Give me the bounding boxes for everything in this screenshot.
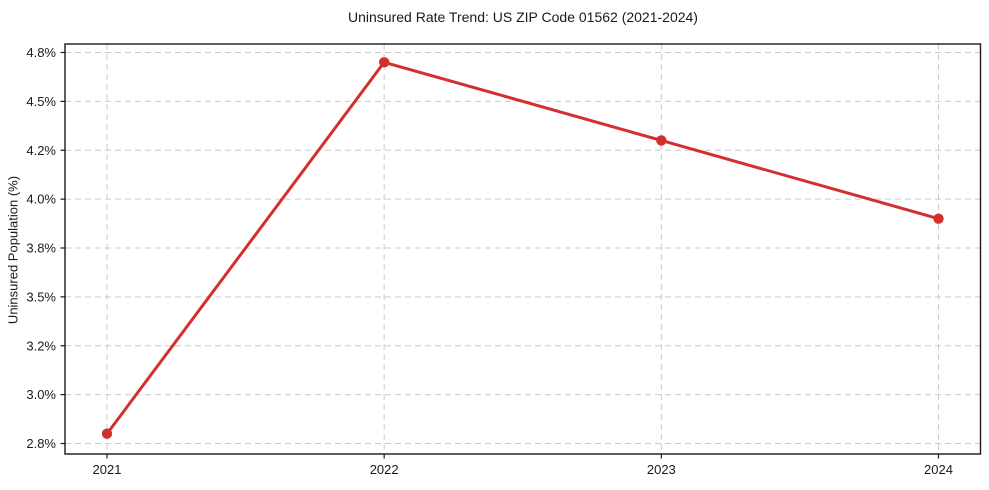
y-tick-label: 3.8% bbox=[26, 241, 56, 256]
x-tick-label: 2023 bbox=[647, 462, 676, 477]
y-tick-label: 3.0% bbox=[26, 387, 56, 402]
trend-line bbox=[105, 60, 940, 436]
y-tick-label: 4.0% bbox=[26, 192, 56, 207]
data-point bbox=[378, 57, 390, 68]
y-tick-label: 3.5% bbox=[26, 289, 56, 304]
data-point bbox=[101, 428, 113, 439]
y-tick-label: 4.5% bbox=[26, 94, 56, 109]
y-tick-label: 4.8% bbox=[26, 45, 56, 60]
y-tick-label: 3.2% bbox=[26, 338, 56, 353]
y-tick-label: 2.8% bbox=[26, 436, 56, 451]
x-tick-label: 2024 bbox=[924, 462, 953, 477]
x-tick-label: 2022 bbox=[370, 462, 399, 477]
chart-title: Uninsured Rate Trend: US ZIP Code 01562 … bbox=[348, 9, 698, 25]
x-tick-label: 2021 bbox=[93, 462, 122, 477]
plot-border bbox=[64, 43, 982, 455]
y-tick-label: 4.2% bbox=[26, 143, 56, 158]
data-point bbox=[656, 135, 667, 146]
data-point bbox=[933, 213, 944, 224]
